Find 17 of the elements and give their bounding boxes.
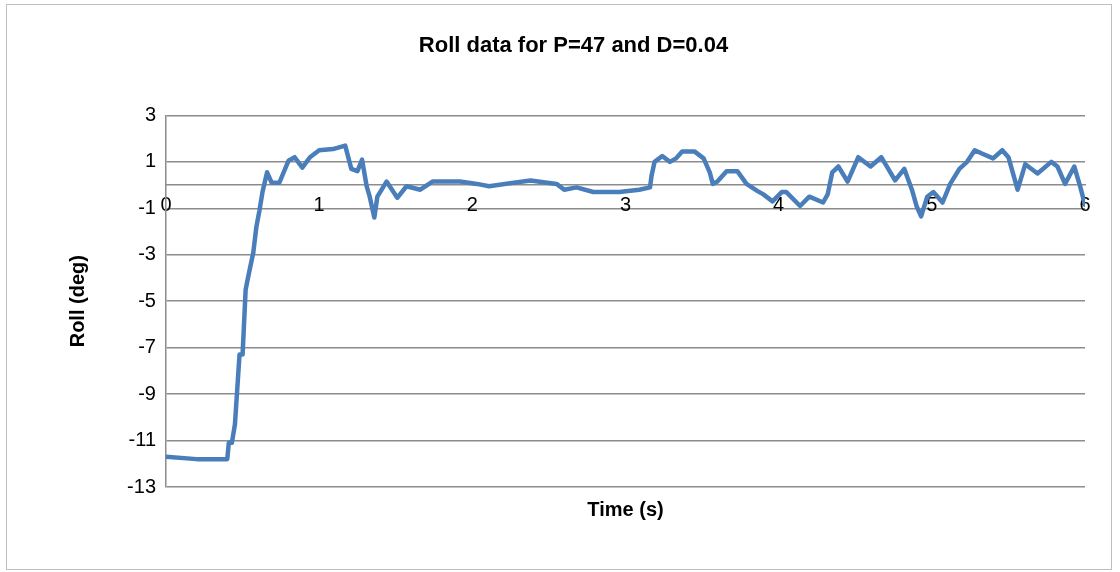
x-tick-label: 3 — [619, 192, 632, 215]
y-tick-label: -7 — [138, 335, 156, 358]
x-tick-label: 4 — [773, 192, 785, 215]
y-tick-label: -11 — [128, 428, 156, 451]
x-tick-label: 5 — [926, 192, 938, 215]
y-tick-label: 1 — [144, 149, 156, 172]
chart-title: Roll data for P=47 and D=0.04 — [418, 32, 729, 58]
y-tick-label: 3 — [144, 102, 156, 125]
y-tick-label: -5 — [138, 288, 156, 311]
x-tick-label: 1 — [313, 192, 325, 215]
x-axis-title: Time (s) — [587, 497, 664, 520]
y-tick-label: -9 — [138, 381, 156, 404]
x-tick-label: 2 — [466, 192, 478, 215]
y-tick-label: -1 — [138, 195, 156, 218]
y-axis-title: Roll (deg) — [65, 255, 88, 348]
y-tick-label: -3 — [138, 242, 156, 265]
y-tick-label: -13 — [127, 474, 156, 497]
